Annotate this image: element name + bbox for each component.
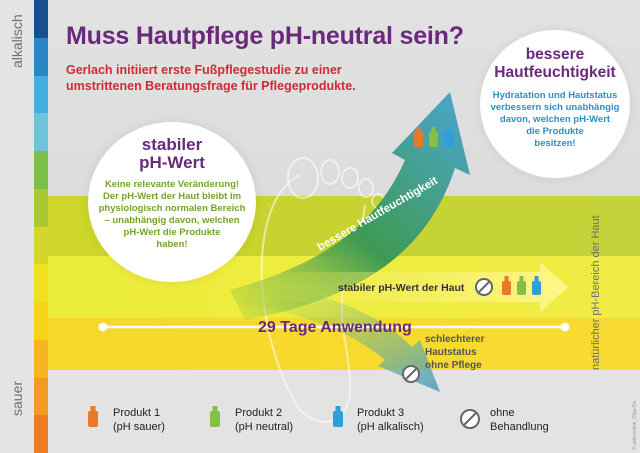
text-line: haben! — [156, 239, 188, 250]
legend-entry: Produkt 3 (pH alkalisch) — [357, 406, 424, 434]
text-line: verbessern sich unabhängig — [490, 102, 620, 113]
legend-name: Produkt 3 — [357, 407, 405, 419]
text-line: Hautstatus — [425, 347, 477, 358]
arrow-down-label: schlechterer Hautstatus ohne Pflege — [425, 333, 484, 372]
legend-detail: Behandlung — [490, 421, 549, 433]
arrow-up — [230, 92, 470, 320]
stable-ph-text: Keine relevante Veränderung! Der pH-Wert … — [88, 179, 256, 251]
timeline-start-dot — [98, 322, 108, 332]
bottles-up — [414, 127, 453, 147]
text-line: physiologisch normalen Bereich — [98, 203, 246, 214]
no-treatment-icon-flat — [475, 278, 493, 296]
text-line: pH-Wert die Produkte — [123, 227, 221, 238]
legend-name: Produkt 2 — [235, 407, 283, 419]
ph-scale-segment — [34, 415, 48, 453]
timeline-label: 29 Tage Anwendung — [258, 319, 412, 336]
legend-entry: Produkt 2 (pH neutral) — [235, 406, 293, 434]
text-line: davon, welchen pH-Wert — [499, 114, 611, 125]
image-credit: © adoronlink_Olga Re — [632, 400, 638, 450]
ph-axis-labels: alkalisch sauer — [0, 0, 34, 453]
text-line: besitzen! — [534, 138, 576, 149]
ph-scale-segment — [34, 0, 48, 39]
moisture-text: Hydratation und Hautstatus verbessern sic… — [480, 90, 630, 150]
legend-detail: (pH neutral) — [235, 421, 294, 433]
ph-scale-segment — [34, 377, 48, 416]
text-line: Keine relevante Veränderung! — [104, 179, 240, 190]
page-title: Muss Hautpflege pH-neutral sein? — [66, 22, 464, 50]
ph-scale-segment — [34, 302, 48, 341]
moisture-heading: bessere Hautfeuchtigkeit — [494, 46, 616, 81]
ph-scale-segment — [34, 37, 48, 76]
legend-name: ohne — [490, 407, 515, 419]
legend-name: Produkt 1 — [113, 407, 161, 419]
page-subtitle: Gerlach initiiert erste Fußpflegestudie … — [66, 63, 356, 93]
arrow-flat-label: stabiler pH-Wert der Haut — [338, 282, 465, 294]
legend-icons — [88, 406, 480, 429]
stable-ph-bubble: stabiler pH-Wert Keine relevante Verände… — [88, 122, 256, 282]
ph-scale-segment — [34, 151, 48, 190]
ph-color-scale — [34, 0, 48, 453]
moisture-bubble: bessere Hautfeuchtigkeit Hydratation und… — [480, 30, 630, 178]
text-line: Der pH-Wert der Haut bleibt im — [102, 191, 242, 202]
text-line: ohne Pflege — [425, 360, 482, 371]
timeline-end-dot — [560, 322, 570, 332]
legend-detail: (pH alkalisch) — [357, 421, 424, 433]
ph-scale-segment — [34, 75, 48, 114]
text-line: die Produkte — [526, 126, 584, 137]
no-treatment-icon-down — [402, 365, 420, 383]
text-line: – unabhängig davon, welchen — [104, 215, 240, 226]
ph-scale-segment — [34, 339, 48, 378]
arrow-down — [240, 285, 440, 392]
ph-scale-segment — [34, 188, 48, 227]
ph-scale-segment — [34, 226, 48, 265]
legend-entry: ohne Behandlung — [490, 406, 549, 434]
text-line: Hydratation und Hautstatus — [492, 90, 618, 101]
natural-ph-range-label: natürlicher pH-Bereich der Haut — [590, 215, 602, 370]
text-line: schlechterer — [425, 334, 485, 345]
ph-scale-segment — [34, 113, 48, 152]
bottles-flat — [502, 276, 541, 295]
stable-ph-heading: stabiler pH-Wert — [139, 135, 205, 172]
legend-detail: (pH sauer) — [113, 421, 165, 433]
legend-entry: Produkt 1 (pH sauer) — [113, 406, 165, 434]
ph-scale-segment — [34, 264, 48, 303]
